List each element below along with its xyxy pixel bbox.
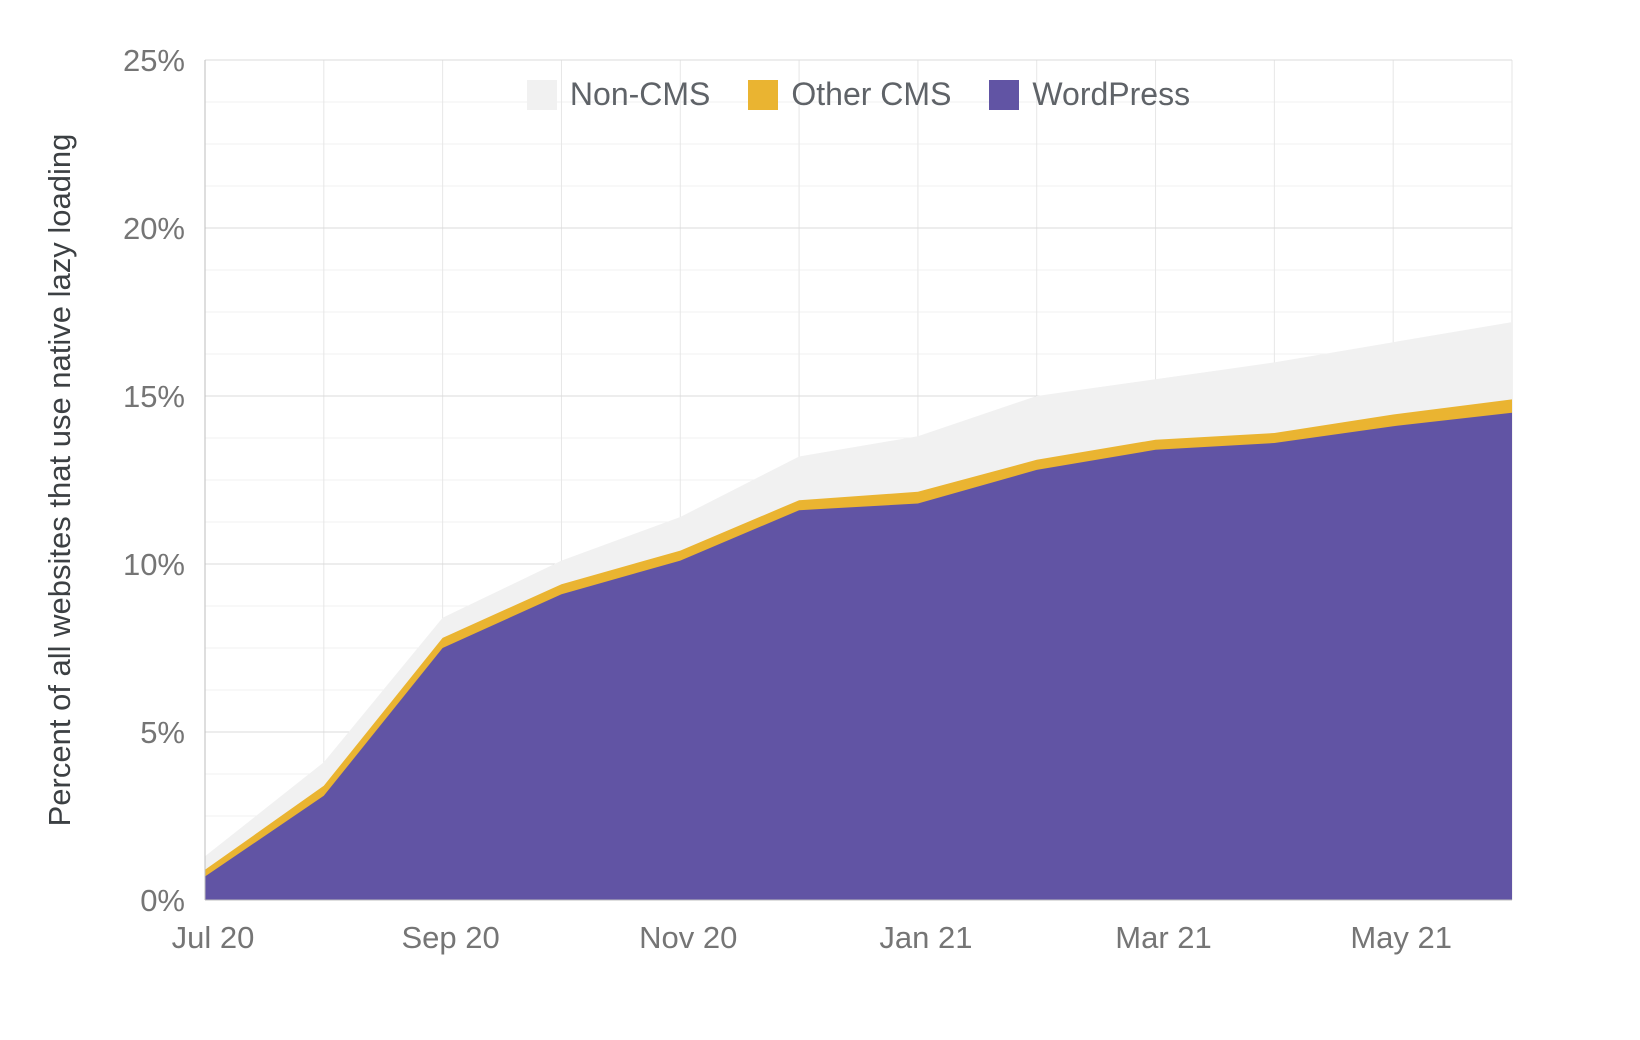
- y-tick-label: 10%: [123, 547, 185, 582]
- x-tick-label: Jul 20: [172, 920, 255, 955]
- legend-swatch-other-cms: [748, 79, 779, 110]
- x-tick-label: May 21: [1350, 920, 1452, 955]
- legend-item-wordpress: WordPress: [989, 76, 1190, 113]
- y-tick-label: 5%: [140, 715, 185, 750]
- area-wordpress: [205, 412, 1512, 900]
- legend-label-wordpress: WordPress: [1032, 76, 1191, 112]
- legend-swatch-wordpress: [989, 79, 1020, 110]
- legend-label-other-cms: Other CMS: [791, 76, 952, 112]
- y-tick-label: 25%: [123, 43, 185, 78]
- y-tick-labels: 0% 5% 10% 15% 20% 25%: [123, 43, 185, 918]
- legend-item-other-cms: Other CMS: [748, 76, 951, 113]
- legend-item-non-cms: Non-CMS: [526, 76, 711, 113]
- chart-legend: Non-CMS Other CMS WordPress: [205, 76, 1512, 113]
- y-axis-title: Percent of all websites that use native …: [42, 133, 77, 827]
- x-tick-label: Mar 21: [1115, 920, 1211, 955]
- x-tick-label: Sep 20: [402, 920, 500, 955]
- stacked-areas: [205, 322, 1512, 901]
- y-tick-label: 15%: [123, 379, 185, 414]
- x-tick-labels: Jul 20 Sep 20 Nov 20 Jan 21 Mar 21 May 21: [172, 920, 1452, 955]
- legend-label-non-cms: Non-CMS: [569, 76, 711, 112]
- legend-swatch-non-cms: [526, 79, 557, 110]
- x-tick-label: Nov 20: [639, 920, 737, 955]
- y-tick-label: 0%: [140, 883, 185, 918]
- x-tick-label: Jan 21: [879, 920, 972, 955]
- y-tick-label: 20%: [123, 211, 185, 246]
